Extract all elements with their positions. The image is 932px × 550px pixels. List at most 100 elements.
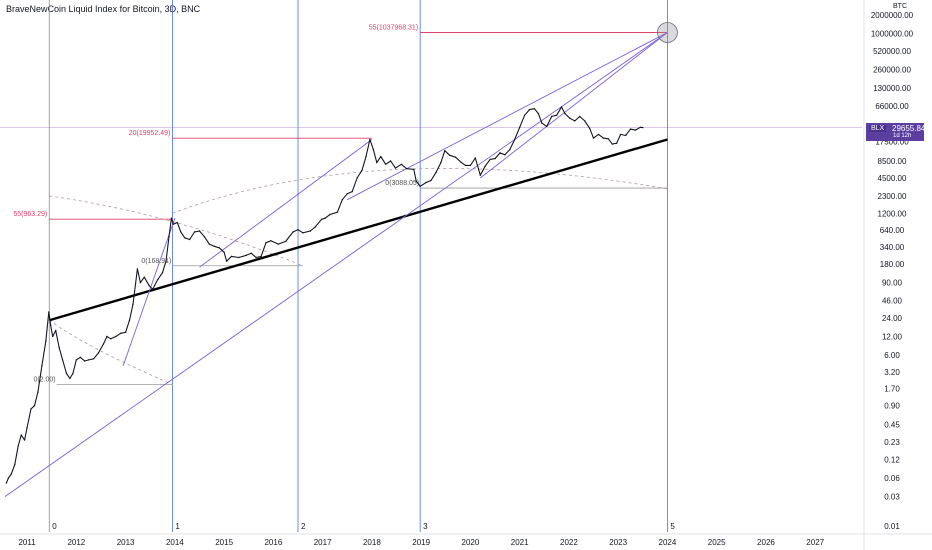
- price-point: [61, 359, 64, 361]
- y-tick-label: 24.00: [882, 314, 903, 323]
- x-tick-label: 2012: [67, 538, 85, 547]
- floor-level-label: 0(2.00): [33, 376, 55, 383]
- floor-level-label: 0(168.91): [141, 258, 171, 265]
- y-tick-label: 260000.00: [873, 66, 911, 75]
- price-point: [459, 161, 462, 163]
- price-point: [464, 164, 467, 167]
- price-point: [484, 165, 486, 167]
- price-point: [156, 279, 159, 281]
- y-tick-label: 640.00: [880, 226, 905, 235]
- x-tick-label: 2023: [609, 538, 627, 547]
- x-tick-label: 2022: [560, 538, 578, 547]
- price-point: [489, 158, 491, 161]
- price-point: [430, 179, 432, 182]
- price-point: [265, 242, 267, 244]
- price-point: [413, 168, 415, 171]
- dashed-arc: [172, 168, 668, 214]
- price-point: [588, 127, 591, 129]
- price-point: [270, 240, 272, 242]
- y-tick-label: 340.00: [880, 243, 905, 252]
- price-point: [523, 114, 526, 117]
- price-point: [245, 254, 247, 256]
- price-point: [504, 154, 506, 156]
- trend-line-channel-low: [4, 32, 668, 498]
- price-point: [92, 358, 95, 360]
- price-point: [208, 243, 210, 245]
- price-point: [541, 122, 543, 124]
- price-point: [143, 276, 145, 278]
- y-tick-label: 0.45: [884, 420, 900, 429]
- price-point: [320, 218, 323, 220]
- price-point: [79, 356, 82, 358]
- price-point: [136, 268, 139, 270]
- price-point: [629, 128, 632, 130]
- cycle-label: 3: [423, 522, 428, 531]
- price-point: [389, 160, 392, 162]
- price-point: [514, 138, 516, 141]
- price-point: [519, 126, 521, 128]
- chart-title: BraveNewCoin Liquid Index for Bitcoin, 3…: [6, 4, 201, 14]
- price-point: [106, 335, 108, 338]
- price-point: [218, 247, 220, 249]
- price-point: [624, 134, 627, 137]
- y-tick-label: 90.00: [882, 279, 903, 288]
- price-point: [30, 408, 32, 410]
- x-tick-label: 2011: [18, 538, 36, 547]
- price-point: [223, 251, 225, 253]
- y-tick-label: 0.12: [884, 456, 900, 465]
- trend-line-cycle-2017: [199, 139, 373, 268]
- price-point: [642, 126, 644, 129]
- cycle-label: 1: [175, 522, 180, 531]
- price-point: [65, 372, 68, 375]
- price-point: [385, 163, 387, 165]
- price-point: [285, 240, 287, 243]
- price-point: [616, 142, 618, 144]
- floor-level-label: 0(3088.05): [385, 180, 419, 187]
- target-circle: [657, 22, 678, 43]
- x-tick-label: 2026: [757, 538, 775, 547]
- price-point: [45, 340, 47, 342]
- price-point: [537, 112, 540, 115]
- price-point: [351, 190, 353, 193]
- price-point: [277, 243, 279, 245]
- x-tick-label: 2013: [117, 538, 135, 547]
- price-point: [172, 223, 175, 225]
- price-point: [309, 230, 311, 232]
- price-point: [20, 434, 22, 436]
- price-point: [292, 231, 294, 233]
- y-tick-label: 520000.00: [873, 47, 911, 56]
- price-point: [400, 163, 403, 165]
- trend-line-cycle-2021-low: [479, 32, 668, 179]
- price-point: [97, 352, 100, 354]
- price-point: [449, 154, 451, 156]
- symbol-label: BLX: [869, 125, 887, 132]
- x-tick-label: 2020: [462, 538, 480, 547]
- price-point: [203, 236, 206, 238]
- price-point: [55, 329, 57, 332]
- price-point: [634, 129, 637, 131]
- price-point: [574, 120, 576, 122]
- price-point: [528, 108, 531, 111]
- price-point: [188, 238, 191, 241]
- y-tick-label: 0.90: [884, 402, 900, 411]
- price-point: [115, 335, 117, 338]
- y-tick-label: 2300.00: [878, 192, 907, 201]
- price-point: [324, 217, 326, 219]
- price-point: [148, 285, 150, 287]
- price-point: [533, 108, 536, 110]
- trend-line-cycle-2021: [347, 32, 668, 201]
- y-tick-label: 6.00: [884, 351, 900, 360]
- y-tick-label: 1.70: [884, 385, 900, 394]
- price-point: [72, 372, 74, 375]
- price-point: [139, 281, 142, 284]
- price-point: [297, 229, 299, 231]
- x-tick-label: 2016: [264, 538, 282, 547]
- price-point: [454, 156, 457, 158]
- trend-layer: [4, 32, 668, 498]
- price-point: [58, 346, 60, 348]
- price-point: [255, 256, 257, 259]
- currency-label: BTC: [893, 3, 907, 10]
- price-point: [444, 150, 446, 152]
- price-point: [23, 439, 26, 441]
